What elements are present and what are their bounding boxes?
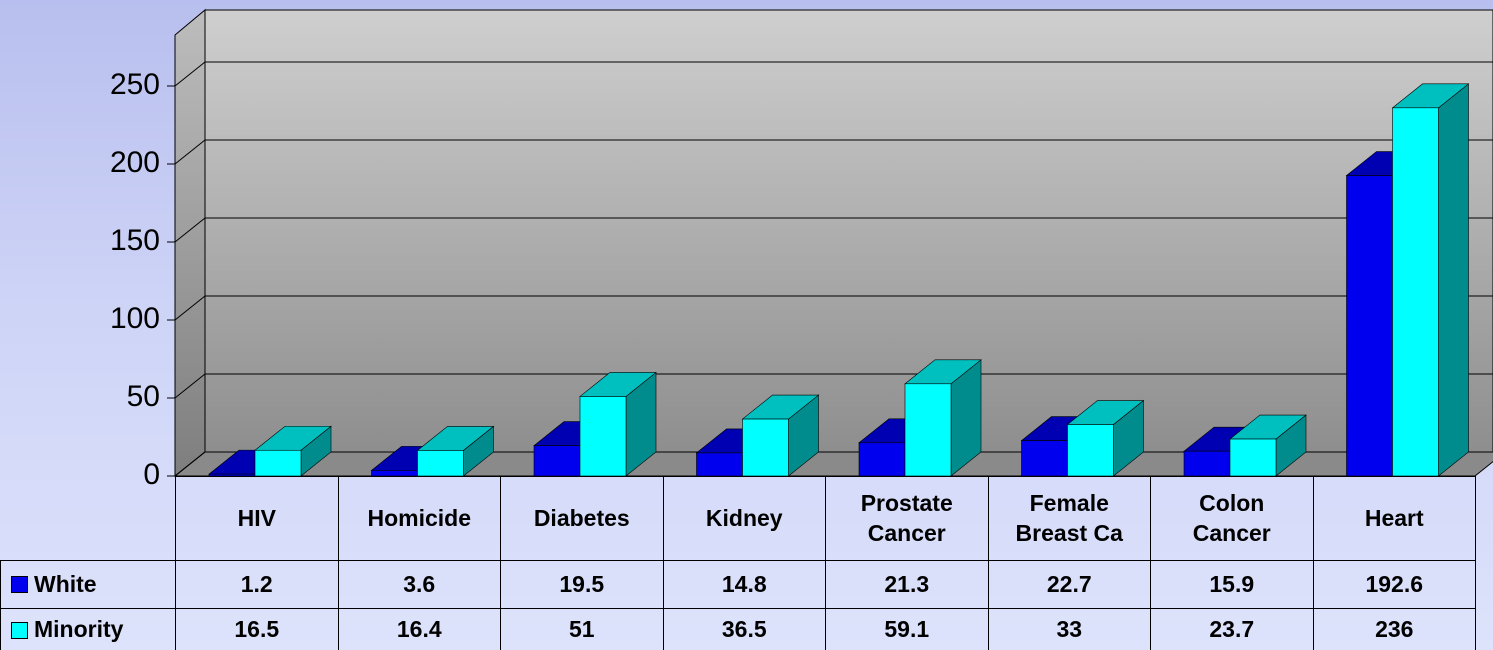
bar [254,449,302,477]
legend-swatch [11,576,28,593]
bar [742,418,789,477]
grid-line [174,451,206,477]
grid-line [174,295,206,321]
y-tick-label: 0 [143,458,160,491]
table-value: 23.7 [1150,608,1314,650]
legend-label: Minority [34,616,124,643]
legend-entry: Minority [0,608,176,650]
bar [904,383,952,477]
table-value: 19.5 [500,560,664,609]
table-value: 59.1 [825,608,989,650]
bar [1229,438,1277,477]
x-tick-label: Homicide [337,476,501,561]
table-value: 22.7 [987,560,1151,609]
bar [1067,424,1114,477]
y-tick-label: 200 [110,146,160,179]
grid-line [174,217,206,243]
table-value: 15.9 [1150,560,1314,609]
y-tick-label: 150 [110,224,160,257]
table-value: 16.5 [175,608,339,650]
y-tick-label: 250 [110,68,160,101]
bar [1392,107,1439,477]
legend-swatch [11,621,28,639]
grid-line [174,61,206,87]
table-value: 36.5 [662,608,826,650]
x-tick-label: Diabetes [500,476,664,561]
x-tick-label: Female Breast Ca [987,476,1151,561]
grid-line [174,373,206,399]
table-value: 192.6 [1312,560,1476,609]
table-value: 3.6 [337,560,501,609]
x-tick-label: Prostate Cancer [825,476,989,561]
table-value: 1.2 [175,560,339,609]
x-tick-label: Kidney [662,476,826,561]
legend-label: White [34,570,97,597]
table-value: 51 [500,608,664,650]
table-value: 16.4 [337,608,501,650]
grid-line [174,139,206,165]
table-value: 14.8 [662,560,826,609]
x-tick-label: HIV [175,476,339,561]
table-value: 21.3 [825,560,989,609]
x-tick-label: Heart [1312,476,1476,561]
bar [417,450,464,477]
bar [1346,175,1393,477]
legend-entry: White [0,560,176,609]
y-tick-label: 50 [127,380,160,413]
y-tick-label: 100 [110,302,160,335]
bar [579,396,627,477]
table-value: 236 [1312,608,1476,650]
table-value: 33 [987,608,1151,650]
plot-walls [173,8,1493,478]
x-tick-label: Colon Cancer [1150,476,1314,561]
bar [533,445,581,477]
